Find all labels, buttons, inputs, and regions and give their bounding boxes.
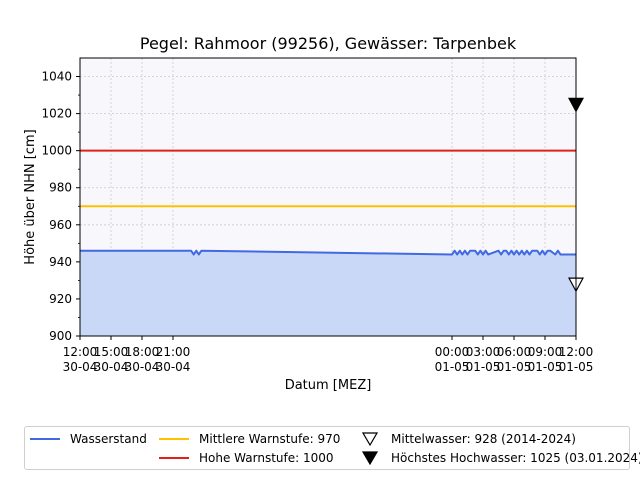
y-axis-label: Höhe über NHN [cm] — [23, 129, 38, 264]
x-tick-date: 30-04 — [156, 360, 191, 374]
legend-item-hoechstes-hochwasser: Höchstes Hochwasser: 1025 (03.01.2024) — [355, 449, 640, 467]
plot-frame — [79, 57, 577, 337]
x-tick-time: 18:00 — [125, 345, 160, 359]
series-layer — [80, 249, 576, 336]
y-tick-label: 960 — [49, 218, 72, 232]
x-tick-time: 06:00 — [497, 345, 532, 359]
legend-item-wasserstand: Wasserstand — [30, 430, 147, 448]
y-tick-label: 1040 — [41, 70, 72, 84]
y-tick-label: 1000 — [41, 144, 72, 158]
legend-swatch — [30, 438, 60, 440]
x-axis: 12:0030-0415:0030-0418:0030-0421:0030-04… — [63, 336, 594, 374]
x-tick-time: 15:00 — [94, 345, 129, 359]
legend: Wasserstand Mittlere Warnstufe: 970 Hohe… — [24, 426, 640, 470]
x-tick-date: 30-04 — [94, 360, 129, 374]
x-tick-time: 00:00 — [435, 345, 470, 359]
legend-item-mittelwasser: Mittelwasser: 928 (2014-2024) — [355, 430, 576, 448]
series-area-wasserstand — [80, 250, 576, 336]
x-tick-date: 01-05 — [497, 360, 532, 374]
x-tick-date: 01-05 — [559, 360, 594, 374]
legend-label: Wasserstand — [70, 432, 147, 446]
legend-swatch — [159, 438, 189, 440]
legend-item-hohe-warnstufe: Hohe Warnstufe: 1000 — [159, 449, 334, 467]
legend-label: Mittelwasser: 928 (2014-2024) — [391, 432, 576, 446]
legend-swatch — [159, 457, 189, 459]
series-line-wasserstand — [80, 249, 576, 256]
open-triangle-down-icon — [355, 430, 385, 448]
x-tick-date: 01-05 — [435, 360, 470, 374]
chart: Pegel: Rahmoor (99256), Gewässer: Tarpen… — [23, 34, 594, 393]
x-tick-time: 12:00 — [63, 345, 98, 359]
y-axis: 900 920 940 960 980 1000 1020 1040 — [41, 70, 80, 343]
legend-label: Hohe Warnstufe: 1000 — [199, 451, 334, 465]
y-tick-label: 980 — [49, 181, 72, 195]
y-tick-label: 900 — [49, 329, 72, 343]
x-tick-time: 12:00 — [559, 345, 594, 359]
legend-item-mittlere-warnstufe: Mittlere Warnstufe: 970 — [159, 430, 340, 448]
y-tick-label: 940 — [49, 255, 72, 269]
reference-lines — [80, 149, 576, 208]
x-tick-date: 01-05 — [466, 360, 501, 374]
x-tick-date: 30-04 — [125, 360, 160, 374]
legend-label: Höchstes Hochwasser: 1025 (03.01.2024) — [391, 451, 640, 465]
x-tick-time: 21:00 — [156, 345, 191, 359]
x-axis-label: Datum [MEZ] — [285, 378, 372, 393]
x-tick-time: 09:00 — [528, 345, 563, 359]
legend-label: Mittlere Warnstufe: 970 — [199, 432, 341, 446]
x-tick-date: 30-04 — [63, 360, 98, 374]
y-tick-label: 920 — [49, 292, 72, 306]
x-tick-date: 01-05 — [528, 360, 563, 374]
x-tick-time: 03:00 — [466, 345, 501, 359]
filled-triangle-down-icon — [355, 449, 385, 467]
chart-title: Pegel: Rahmoor (99256), Gewässer: Tarpen… — [140, 34, 517, 53]
y-tick-label: 1020 — [41, 107, 72, 121]
